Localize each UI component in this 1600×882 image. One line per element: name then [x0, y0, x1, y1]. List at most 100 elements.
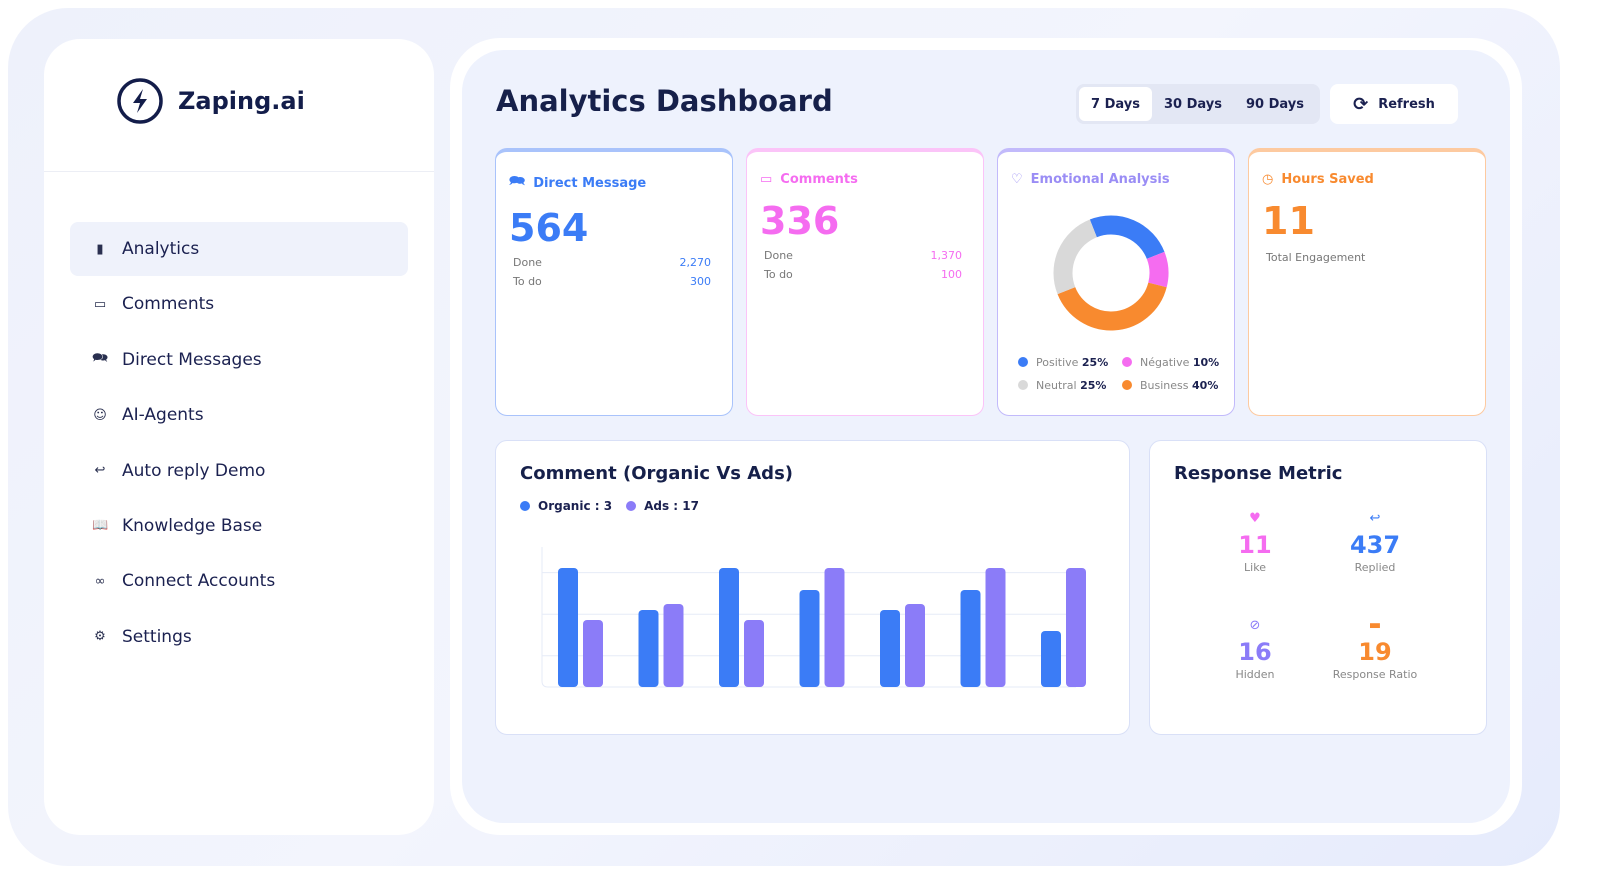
legend-label: Organic : 3	[538, 499, 613, 513]
bar-organic	[638, 610, 659, 687]
refresh-icon: ⟳	[1353, 93, 1369, 115]
messages-icon: 🗪	[92, 350, 109, 366]
bar-organic	[1041, 631, 1061, 687]
metric-label: Replied	[1354, 561, 1396, 574]
legend-item: Positive 25%	[1018, 356, 1122, 369]
done-value: 1,370	[930, 249, 963, 262]
chart-title: Comment (Organic Vs Ads)	[520, 463, 794, 484]
eye-off-icon: ⊘	[1249, 618, 1261, 633]
metric-replied: ↩ 437 Replied	[1315, 511, 1435, 574]
bar-ads	[744, 620, 764, 687]
card-title: Emotional Analysis	[1030, 172, 1170, 187]
donut-slice-négative	[1146, 251, 1169, 288]
robot-icon: ☺	[93, 407, 107, 423]
metric-value: 437	[1349, 531, 1401, 559]
bar-ads	[663, 604, 684, 687]
sidebar-item-comments[interactable]: ▭ Comments	[70, 277, 408, 331]
card-subtitle: Total Engagement	[1266, 251, 1366, 264]
sidebar-item-label: Auto reply Demo	[122, 460, 266, 481]
donut-slice-neutral	[1053, 219, 1098, 295]
refresh-button[interactable]: ⟳ Refresh	[1330, 84, 1458, 124]
sidebar-item-ai-agents[interactable]: ☺ AI-Agents	[70, 388, 408, 442]
bar-organic	[719, 568, 739, 687]
bar-ads	[905, 604, 925, 687]
range-30-days[interactable]: 30 Days	[1163, 96, 1222, 112]
sidebar-item-settings[interactable]: ⚙ Settings	[70, 610, 408, 664]
emotion-legend: Positive 25% Négative 10% Neutral 25% Busin…	[1018, 356, 1222, 392]
reply-icon: ↩	[1369, 511, 1381, 526]
metric-hidden: ⊘ 16 Hidden	[1195, 618, 1315, 681]
legend-item: Neutral 25%	[1018, 379, 1122, 392]
sidebar-item-direct-messages[interactable]: 🗪 Direct Messages	[70, 333, 408, 387]
done-value: 2,270	[679, 256, 712, 269]
range-90-days[interactable]: 90 Days	[1245, 96, 1304, 112]
card-title: Hours Saved	[1281, 172, 1374, 187]
legend-organic: Organic : 3	[520, 499, 612, 513]
logo[interactable]: Zaping.ai	[116, 77, 305, 125]
clock-icon: ◷	[1262, 172, 1274, 187]
card-value: 564	[509, 206, 589, 250]
legend-item: Négative 10%	[1122, 356, 1222, 369]
comments-card: ▭ Comments 336 Done 1,370 To do 100	[746, 148, 984, 416]
link-icon: ∞	[94, 573, 106, 589]
bar-ads	[985, 568, 1006, 687]
card-title: Direct Message	[533, 175, 647, 191]
page-title: Analytics Dashboard	[496, 84, 833, 118]
legend-label: Ads : 17	[644, 499, 699, 513]
message-square-icon: ▬	[1368, 618, 1382, 633]
metric-response-ratio: ▬ 19 Response Ratio	[1315, 618, 1435, 681]
bar-organic	[799, 590, 820, 687]
sidebar-item-label: Analytics	[122, 239, 200, 259]
done-label: Done	[764, 249, 793, 262]
divider	[44, 171, 434, 172]
response-metric-panel: Response Metric ♥ 11 Like ↩ 437 Replied ⊘ 16 Hid…	[1149, 440, 1487, 735]
card-value: 11	[1262, 199, 1315, 243]
range-7-days[interactable]: 7 Days	[1079, 87, 1152, 121]
sidebar-item-analytics[interactable]: ▮ Analytics	[70, 222, 408, 276]
card-title: Comments	[780, 172, 858, 187]
refresh-label: Refresh	[1378, 96, 1435, 112]
donut-slice-positive	[1089, 215, 1165, 260]
bar-ads	[583, 620, 603, 687]
sidebar-item-label: Knowledge Base	[122, 515, 263, 536]
bar-chart-icon: ▮	[96, 241, 104, 257]
metric-value: 11	[1238, 531, 1272, 559]
sidebar-item-label: Connect Accounts	[122, 571, 276, 592]
sidebar-item-auto-reply-demo[interactable]: ↩ Auto reply Demo	[70, 444, 408, 498]
todo-label: To do	[764, 268, 793, 281]
comment-chart-panel: Comment (Organic Vs Ads) Organic : 3 Ads…	[495, 440, 1130, 735]
metric-label: Response Ratio	[1332, 668, 1418, 681]
bar-chart	[541, 547, 1086, 688]
metric-label: Hidden	[1235, 668, 1275, 681]
hours-saved-card: ◷ Hours Saved 11 Total Engagement	[1248, 148, 1486, 416]
book-icon: 📖	[92, 518, 109, 534]
bar-organic	[960, 590, 981, 687]
metric-label: Like	[1244, 561, 1266, 574]
sidebar-item-connect-accounts[interactable]: ∞ Connect Accounts	[70, 554, 408, 608]
sidebar: Zaping.ai ▮ Analytics ▭ Comments 🗪 Direct Mes…	[44, 39, 434, 835]
sidebar-item-label: Comments	[122, 294, 215, 315]
bar-organic	[558, 568, 578, 687]
sidebar-item-label: AI-Agents	[122, 405, 204, 426]
done-label: Done	[513, 256, 542, 269]
messages-icon: 🗪	[509, 174, 526, 189]
sidebar-item-knowledge-base[interactable]: 📖 Knowledge Base	[70, 499, 408, 553]
bar-organic	[880, 610, 900, 687]
todo-value: 300	[690, 275, 711, 288]
legend-item: Business 40%	[1122, 379, 1222, 392]
direct-message-card: 🗪 Direct Message 564 Done 2,270 To do 300	[495, 148, 733, 416]
panel-title: Response Metric	[1174, 463, 1343, 484]
donut-slice-business	[1057, 282, 1167, 331]
sidebar-item-label: Direct Messages	[122, 349, 262, 370]
gear-icon: ⚙	[94, 629, 106, 645]
todo-value: 100	[941, 268, 962, 281]
sidebar-item-label: Settings	[122, 626, 192, 647]
bar-ads	[1066, 568, 1086, 687]
metric-value: 19	[1358, 638, 1392, 666]
metric-like: ♥ 11 Like	[1195, 511, 1315, 574]
emotional-analysis-card: ♡ Emotional Analysis Positive 25% Négative…	[997, 148, 1235, 416]
todo-label: To do	[513, 275, 542, 288]
heart-icon: ♥	[1249, 511, 1261, 526]
heart-outline-icon: ♡	[1011, 172, 1023, 187]
legend-ads: Ads : 17	[626, 499, 699, 513]
